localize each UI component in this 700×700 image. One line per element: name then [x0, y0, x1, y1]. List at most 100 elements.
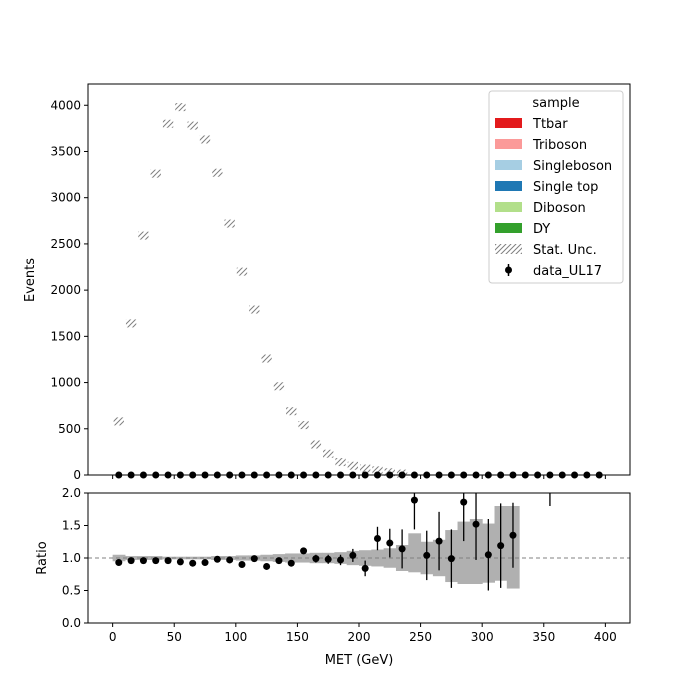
ratio-unc-bin — [297, 553, 311, 563]
ratio-unc-bin — [186, 556, 200, 560]
stat-unc-bin — [261, 354, 272, 363]
ratio-point — [164, 557, 172, 565]
ratio-y-tick-label: 1.5 — [62, 519, 81, 533]
stat-unc-bin — [150, 169, 161, 178]
ratio-point — [226, 556, 234, 564]
legend-title: sample — [532, 96, 579, 111]
ratio-point — [127, 557, 135, 565]
stat-unc-bin — [273, 382, 285, 391]
main-y-axis-label: Events — [23, 258, 38, 302]
ratio-point — [386, 539, 394, 547]
main-plot-content — [113, 103, 603, 479]
ratio-point — [460, 498, 468, 506]
ratio-point — [324, 555, 332, 563]
ratio-y-tick-label: 2.0 — [62, 486, 81, 500]
stat-unc-bin — [224, 219, 235, 228]
ratio-x-tick-label: 200 — [348, 630, 371, 644]
main-y-tick-label: 2500 — [50, 237, 81, 251]
ratio-unc-bin — [198, 556, 212, 560]
main-x-ticks — [112, 475, 606, 479]
ratio-x-tick-label: 300 — [471, 630, 494, 644]
ratio-x-tick-label: 0 — [109, 630, 117, 644]
legend-label: Ttbar — [532, 117, 568, 132]
ratio-point — [361, 564, 369, 572]
ratio-point — [435, 537, 443, 545]
stat-unc-bin — [162, 119, 174, 128]
main-y-tick-label: 4000 — [50, 98, 81, 112]
ratio-point — [213, 555, 221, 563]
ratio-point — [410, 496, 418, 504]
main-y-tick-label: 500 — [58, 422, 81, 436]
stat-unc-bin — [323, 449, 334, 458]
ratio-point — [189, 559, 197, 567]
ratio-x-tick-label: 250 — [409, 630, 432, 644]
legend-label: data_UL17 — [533, 264, 602, 279]
ratio-unc-bin — [359, 550, 372, 566]
main-y-tick-label: 1000 — [50, 376, 81, 390]
stat-unc-bin — [360, 464, 371, 473]
ratio-unc-bin — [457, 521, 471, 584]
ratio-panel: 0 50 100 150 200 250 300 350 400 0.0 0.5 1.0 1.5 2.0… — [35, 486, 631, 668]
stat-unc-bin — [298, 421, 309, 430]
ratio-point — [509, 531, 517, 539]
legend-label: Singleboson — [533, 159, 612, 174]
ratio-unc-bin — [408, 533, 422, 573]
ratio-point — [472, 520, 480, 528]
ratio-point — [176, 558, 184, 566]
ratio-point — [275, 557, 283, 565]
main-y-tick-label: 0 — [73, 468, 81, 482]
stat-unc-bin — [187, 121, 198, 130]
main-y-tick-label: 1500 — [50, 329, 81, 343]
legend-swatch — [495, 181, 522, 191]
ratio-point — [263, 562, 271, 570]
ratio-x-tick-label: 150 — [286, 630, 309, 644]
main-y-tick-label: 3500 — [50, 144, 81, 158]
ratio-plot-content — [88, 493, 630, 591]
ratio-point — [152, 557, 160, 565]
ratio-x-axis-label: MET (GeV) — [325, 653, 394, 668]
stat-unc-bin — [175, 103, 186, 112]
ratio-point — [484, 551, 492, 559]
stat-unc-bin — [347, 461, 358, 470]
legend-swatch — [495, 118, 522, 128]
legend-swatch — [495, 202, 522, 212]
ratio-point — [300, 547, 308, 555]
stat-unc-bin — [113, 417, 124, 426]
legend-swatch — [495, 223, 522, 233]
legend-label: Stat. Unc. — [533, 243, 597, 258]
ratio-point — [115, 559, 123, 567]
legend-swatch — [495, 160, 522, 170]
ratio-point — [398, 545, 406, 553]
ratio-point — [250, 555, 258, 563]
ratio-x-tick-label: 50 — [167, 630, 182, 644]
ratio-y-tick-label: 0.5 — [62, 584, 81, 598]
ratio-point — [312, 555, 320, 563]
legend-label: DY — [533, 222, 550, 237]
ratio-point — [373, 535, 381, 542]
stat-unc-bin — [236, 267, 248, 276]
ratio-x-tick-label: 100 — [224, 630, 247, 644]
ratio-point — [287, 559, 295, 567]
stat-unc-bin — [199, 135, 211, 144]
ratio-x-tick-label: 400 — [594, 630, 617, 644]
ratio-point — [238, 561, 246, 568]
stat-unc-bin — [372, 466, 383, 475]
legend-box — [488, 90, 624, 284]
ratio-point — [337, 556, 345, 564]
main-y-tick-label: 3000 — [50, 191, 81, 205]
ratio-x-tick-label: 350 — [532, 630, 555, 644]
legend-entries: Ttbar Triboson Singleboson Single top Diboso… — [495, 117, 612, 279]
legend-label: Diboson — [533, 201, 586, 216]
stat-unc-bin — [212, 168, 223, 177]
main-y-tick-label: 2000 — [50, 283, 81, 297]
ratio-point — [201, 559, 209, 567]
stat-unc-bin — [249, 305, 260, 314]
stat-unc-bin — [335, 458, 346, 467]
ratio-point — [349, 551, 357, 559]
stat-unc-bin — [310, 440, 322, 449]
legend-swatch-hatch — [495, 244, 522, 254]
stat-unc-bin — [138, 231, 149, 240]
ratio-y-axis-label: Ratio — [35, 541, 50, 574]
